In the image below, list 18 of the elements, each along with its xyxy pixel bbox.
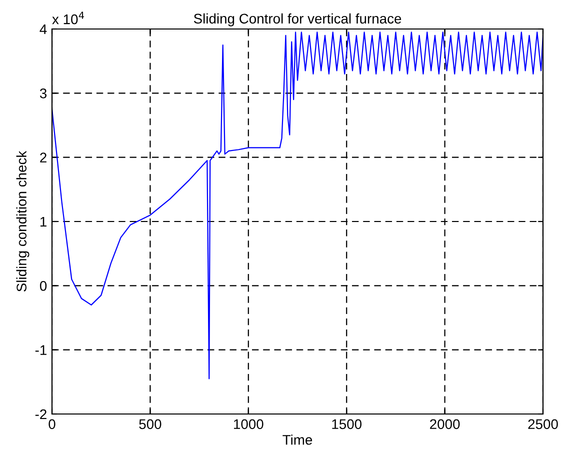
- y-tick-label: 1: [40, 216, 46, 227]
- y-tick-label: 4: [40, 24, 47, 34]
- x-tick-label: 500: [139, 419, 162, 430]
- y-tick-label: -1: [35, 345, 46, 355]
- y-tick-label: -2: [35, 409, 46, 420]
- chart-title: Sliding Control for vertical furnace: [194, 13, 402, 26]
- y-tick-label: 2: [40, 152, 46, 162]
- y-axis-title: Sliding condition check: [16, 150, 30, 292]
- x-tick-label: 2000: [430, 419, 460, 430]
- y-tick-label: 0: [40, 281, 47, 291]
- x-tick-label: 1500: [332, 419, 362, 430]
- line-series: [52, 32, 543, 380]
- text: x 10$^{4}$: [52, 12, 84, 24]
- x-tick-label: 2500: [528, 419, 558, 430]
- y-tick-label: 3: [40, 88, 47, 98]
- x-tick-label: 1000: [234, 419, 264, 430]
- x-tick-label: 0: [48, 419, 56, 430]
- x-axis-title: Time: [282, 434, 312, 445]
